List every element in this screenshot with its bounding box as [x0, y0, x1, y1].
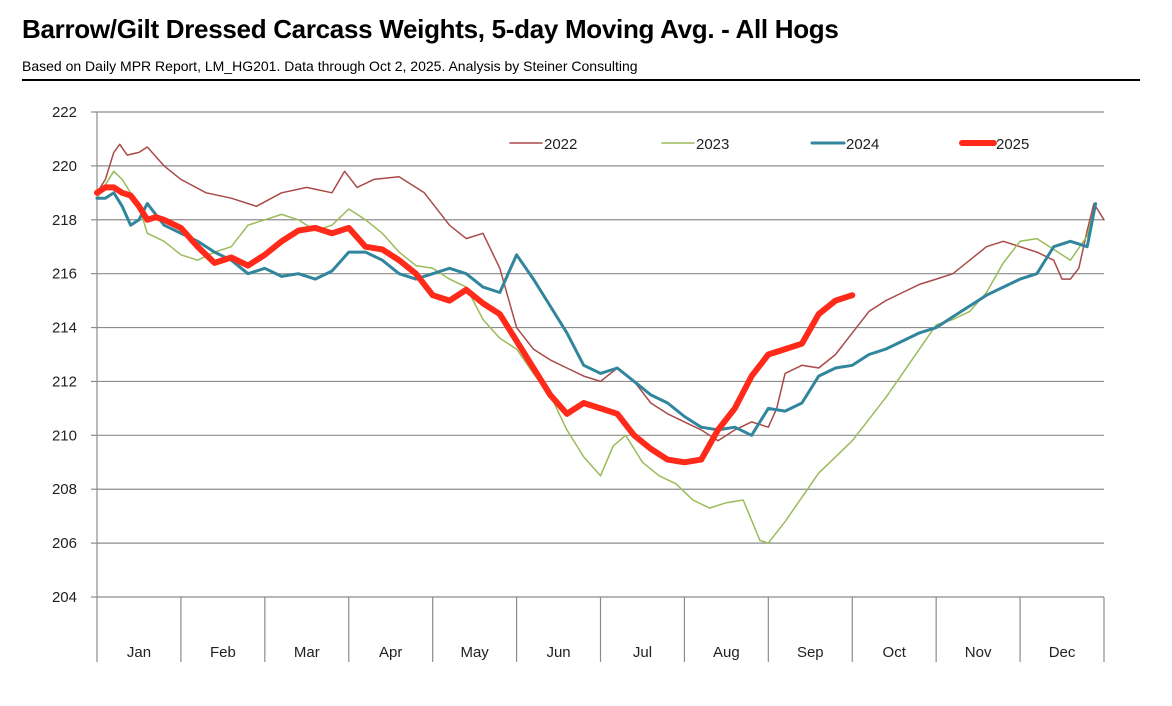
chart-title: Barrow/Gilt Dressed Carcass Weights, 5-d… [22, 14, 839, 44]
grid-layer [97, 111, 1104, 598]
x-tick-label: Feb [210, 644, 236, 661]
x-tick-label: Dec [1049, 644, 1076, 661]
x-tick-label: Nov [965, 644, 992, 661]
y-tick-label: 214 [52, 320, 77, 337]
y-tick-label: 212 [52, 373, 77, 390]
y-tick-label: 216 [52, 266, 77, 283]
y-tick-label: 206 [52, 535, 77, 552]
x-tick-label: Jul [633, 644, 652, 661]
y-tick-label: 204 [52, 589, 77, 606]
y-tick-label: 210 [52, 427, 77, 444]
x-tick-label: Apr [379, 644, 402, 661]
x-tick-label: May [460, 644, 489, 661]
y-tick-label: 220 [52, 158, 77, 175]
legend-label-2024: 2024 [846, 136, 879, 153]
series-line-2022 [96, 143, 1105, 442]
x-tick-label: Aug [713, 644, 740, 661]
x-tick-label: Oct [883, 644, 907, 661]
series-layer [94, 143, 1105, 544]
series-line-2025 [94, 184, 856, 466]
x-tick-label: Mar [294, 644, 320, 661]
legend-label-2025: 2025 [996, 136, 1029, 153]
chart-subtitle: Based on Daily MPR Report, LM_HG201. Dat… [22, 58, 638, 74]
y-tick-label: 222 [52, 104, 77, 121]
y-tick-label: 208 [52, 481, 77, 498]
y-tick-label: 218 [52, 212, 77, 229]
series-line-2024 [95, 191, 1098, 437]
x-tick-label: Sep [797, 644, 824, 661]
x-tick-label: Jan [127, 644, 151, 661]
legend: 2022 2023 2024 2025 [509, 136, 1029, 153]
series-line-2023 [96, 170, 1097, 544]
legend-label-2023: 2023 [696, 136, 729, 153]
legend-label-2022: 2022 [544, 136, 577, 153]
x-tick-label: Jun [546, 644, 570, 661]
axis-layer: 204 206 208 210 212 214 216 218 220 222 Jan Feb Mar A… [52, 104, 1105, 662]
title-divider [22, 79, 1140, 81]
